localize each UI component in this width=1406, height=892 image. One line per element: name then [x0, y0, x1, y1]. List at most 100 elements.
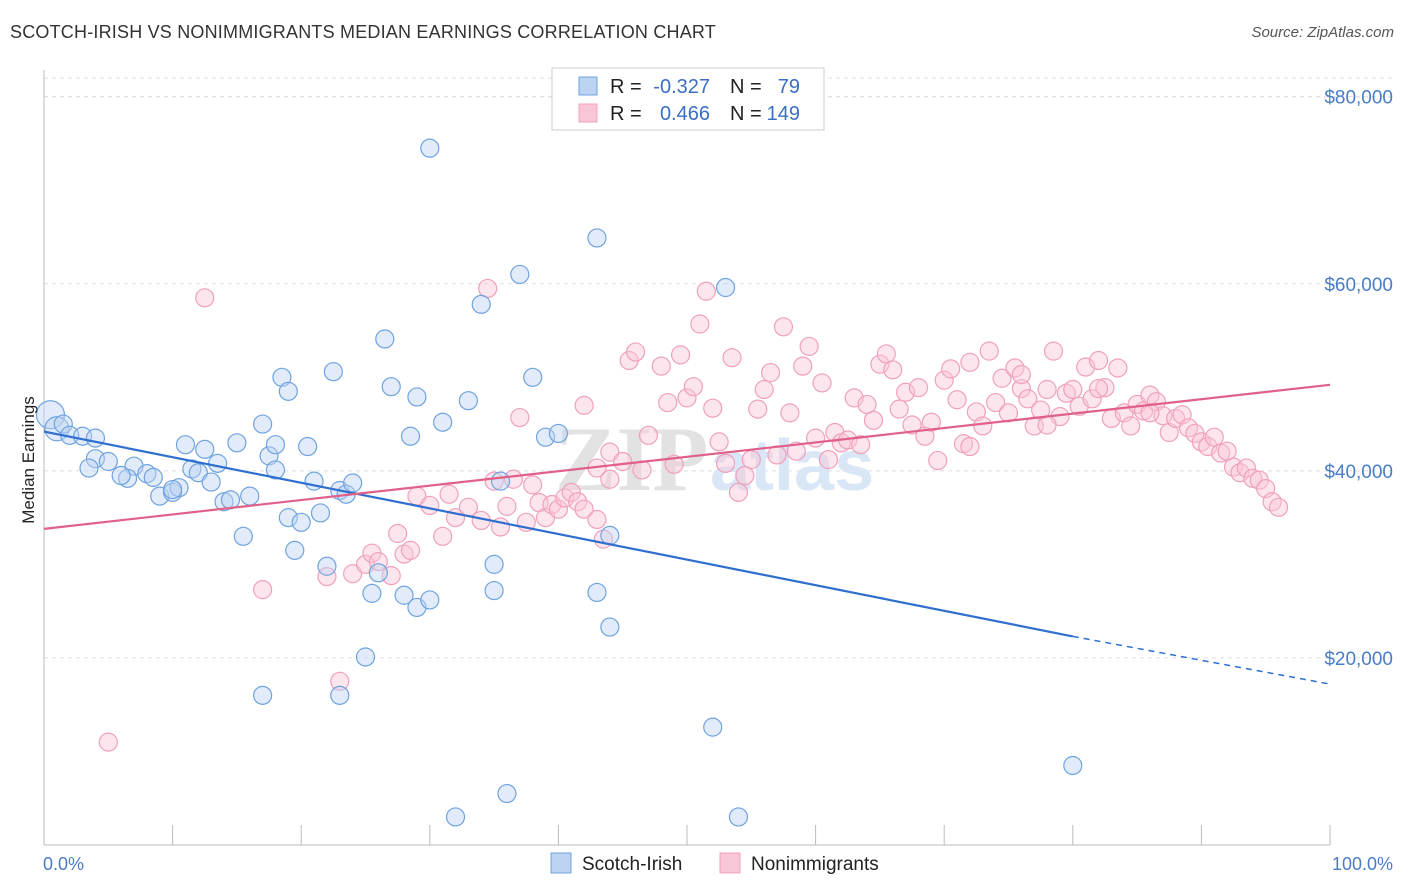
nonimmigrants-point [677, 388, 697, 408]
scotch-irish-point [728, 807, 749, 827]
legend-r-label-1: R = [610, 76, 642, 98]
scotch-irish-point [381, 377, 401, 397]
nonimmigrants-point [510, 407, 530, 428]
nonimmigrants-point [741, 450, 761, 470]
y-tick-label: $60,000 [1324, 275, 1393, 296]
nonimmigrants-point [863, 410, 884, 430]
scotch-irish-point [278, 508, 298, 528]
scotch-irish-point [85, 428, 106, 448]
nonimmigrants-point [754, 379, 774, 400]
y-tick-label: $20,000 [1324, 649, 1393, 670]
scotch-irish-point [535, 427, 556, 447]
nonimmigrants-point [1043, 341, 1064, 361]
scotch-irish-point [497, 783, 517, 804]
y-tick-labels: $20,000 $40,000 $60,000 $80,000 [1324, 88, 1393, 670]
x-tick-label-max: 100.0% [1332, 854, 1393, 874]
nonimmigrants-point [992, 368, 1012, 388]
nonimmigrants-point [703, 398, 723, 418]
nonimmigrants-point [1268, 497, 1289, 517]
nonimmigrants-point [786, 441, 806, 461]
nonimmigrants-point [497, 496, 517, 516]
scotch-irish-point [484, 554, 504, 574]
nonimmigrants-point [548, 499, 569, 519]
nonimmigrants-points [98, 278, 1289, 752]
scotch-irish-point [355, 647, 376, 667]
nonimmigrants-point [960, 352, 980, 372]
bottom-legend-nonimmigrants: Nonimmigrants [751, 854, 879, 875]
nonimmigrants-point [600, 469, 620, 489]
nonimmigrants-point [523, 475, 543, 495]
scotch-irish-point [265, 460, 286, 480]
nonimmigrants-point [709, 432, 729, 452]
nonimmigrants-point [1108, 358, 1128, 378]
scotch-irish-point [1063, 755, 1083, 776]
scotch-irish-point [375, 329, 395, 349]
nonimmigrants-point [793, 356, 813, 376]
scotch-irish-point [240, 486, 260, 506]
nonimmigrants-point [1159, 422, 1179, 443]
nonimmigrants-point [1088, 350, 1109, 371]
legend: R = -0.327 N = 79 R = 0.466 N = 149 [551, 67, 825, 131]
scotch-irish-point [458, 391, 478, 411]
scotch-irish-point [400, 426, 421, 446]
legend-n-value-2: 149 [767, 103, 800, 125]
scotch-irish-trendline-extension [1072, 635, 1331, 685]
scotch-irish-point [587, 228, 607, 248]
scotch-irish-point [265, 435, 286, 455]
scotch-irish-point [323, 362, 343, 382]
nonimmigrants-point [760, 363, 781, 383]
scotch-irish-point [285, 540, 305, 560]
nonimmigrants-point [439, 484, 459, 504]
nonimmigrants-point [368, 551, 388, 572]
scotch-irish-point [490, 471, 511, 491]
scotch-irish-point [253, 414, 273, 434]
nonimmigrants-point [98, 732, 118, 752]
nonimmigrants-point [805, 428, 826, 448]
scotch-irish-point [394, 585, 414, 605]
scotch-irish-point [523, 367, 543, 387]
scotch-irish-point [471, 294, 491, 314]
nonimmigrants-point [812, 373, 832, 393]
scotch-irish-point [163, 479, 183, 500]
scotch-irish-point [233, 526, 253, 546]
scotch-irish-point [600, 525, 620, 545]
nonimmigrants-point [1011, 378, 1031, 399]
nonimmigrants-point [574, 395, 594, 415]
nonimmigrants-point [561, 482, 581, 502]
nonimmigrants-point [979, 341, 999, 361]
nonimmigrants-point [1063, 379, 1083, 400]
scotch-irish-point [484, 580, 504, 601]
nonimmigrants-point [921, 412, 941, 432]
nonimmigrants-point [799, 336, 819, 357]
nonimmigrants-point [587, 509, 607, 530]
nonimmigrants-point [625, 342, 646, 362]
nonimmigrants-point [722, 348, 742, 368]
trend-lines [43, 383, 1331, 685]
legend-n-label-1: N = [730, 76, 762, 98]
nonimmigrants-point [253, 580, 273, 600]
nonimmigrants-point [574, 499, 594, 519]
nonimmigrants-point [773, 317, 794, 337]
nonimmigrants-point [1018, 389, 1038, 409]
nonimmigrants-point [343, 564, 363, 584]
bottom-legend-scotch-irish: Scotch-Irish [582, 854, 682, 875]
scotch-irish-point [291, 512, 311, 532]
scotch-irish-point [79, 458, 99, 478]
nonimmigrants-point [928, 450, 948, 471]
nonimmigrants-point [420, 495, 440, 516]
nonimmigrants-point [1037, 415, 1057, 435]
scotch-irish-point [298, 436, 318, 457]
scotch-irish-point [368, 563, 388, 583]
scotch-irish-point [703, 717, 723, 737]
scotch-irish-point [175, 435, 196, 455]
y-tick-label: $40,000 [1324, 462, 1393, 483]
nonimmigrants-point [902, 415, 922, 435]
nonimmigrants-point [947, 390, 967, 410]
x-ticks [43, 825, 1331, 845]
nonimmigrants-point [748, 399, 768, 419]
scotch-irish-point [227, 433, 247, 453]
bottom-legend-swatch-blue [550, 852, 572, 874]
nonimmigrants-point [966, 402, 986, 422]
scotch-irish-point [433, 412, 453, 432]
nonimmigrants-point [330, 671, 350, 691]
